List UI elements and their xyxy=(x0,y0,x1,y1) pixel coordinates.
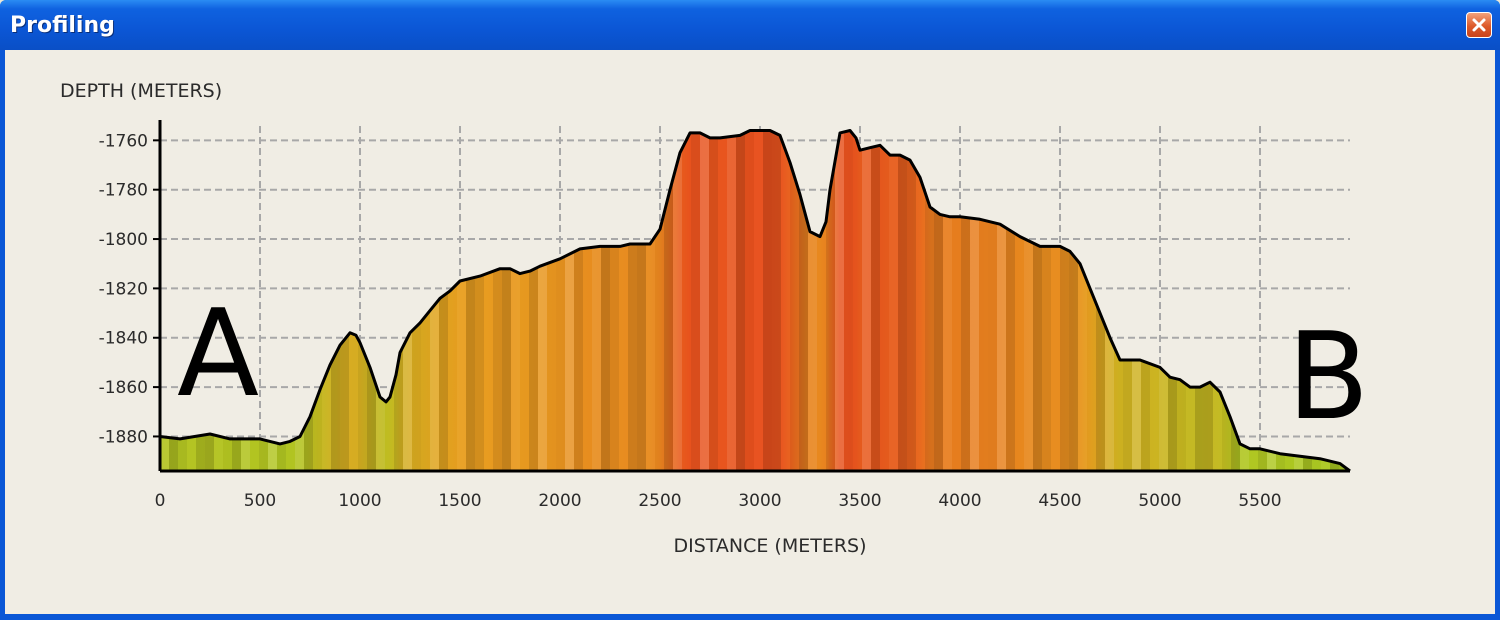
title-bar[interactable]: Profiling xyxy=(0,0,1500,50)
x-tick-label: 1000 xyxy=(338,491,381,511)
x-tick-label: 2500 xyxy=(638,491,681,511)
y-tick-label: -1820 xyxy=(99,279,148,299)
x-tick-label: 2000 xyxy=(538,491,581,511)
x-tick-label: 1500 xyxy=(438,491,481,511)
profile-shading xyxy=(160,130,1348,471)
y-tick-label: -1800 xyxy=(99,230,148,250)
depth-profile-chart: -1760 -1780 -1800 -1820 -1840 -1860 -1880 0 500 1… xyxy=(60,80,1369,557)
y-tick-label: -1840 xyxy=(99,329,148,349)
close-button[interactable] xyxy=(1466,12,1492,38)
profile-line xyxy=(159,129,1351,473)
tick-labels: -1760 -1780 -1800 -1820 -1840 -1860 -1880 0 500 1… xyxy=(99,131,1282,511)
axes xyxy=(153,120,1350,473)
window-title: Profiling xyxy=(10,13,115,38)
x-tick-label: 4500 xyxy=(1038,491,1081,511)
x-tick-label: 3000 xyxy=(738,491,781,511)
x-tick-label: 4000 xyxy=(938,491,981,511)
profile-fill xyxy=(160,130,1350,471)
x-tick-label: 5500 xyxy=(1238,491,1281,511)
y-tick-label: -1860 xyxy=(99,378,148,398)
x-tick-label: 3500 xyxy=(838,491,881,511)
y-tick-label: -1780 xyxy=(99,181,148,201)
endpoint-a-label: A xyxy=(177,285,259,424)
close-icon xyxy=(1472,18,1486,32)
profile-area xyxy=(159,129,1351,473)
x-tick-label: 5000 xyxy=(1138,491,1181,511)
x-axis-title: DISTANCE (METERS) xyxy=(673,535,866,557)
y-axis-title: DEPTH (METERS) xyxy=(60,80,222,102)
y-tick-label: -1760 xyxy=(99,131,148,151)
endpoint-b-label: B xyxy=(1287,308,1369,447)
profile-panel: -1760 -1780 -1800 -1820 -1840 -1860 -1880 0 500 1… xyxy=(5,50,1495,614)
y-tick-label: -1880 xyxy=(99,427,148,447)
x-tick-label: 0 xyxy=(155,491,166,511)
x-tick-label: 500 xyxy=(244,491,276,511)
